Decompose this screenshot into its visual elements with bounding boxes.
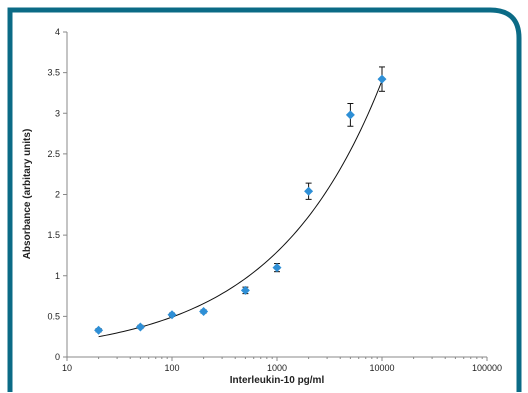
data-point [345, 110, 355, 120]
data-markers [94, 74, 387, 335]
data-point [94, 325, 104, 335]
y-tick-label: 4 [55, 27, 60, 37]
y-tick-label: 0.5 [47, 311, 60, 321]
data-point [135, 322, 145, 332]
y-tick-label: 1.5 [47, 230, 60, 240]
y-tick-label: 1 [55, 271, 60, 281]
data-point [167, 310, 177, 320]
x-axis-title: Interleukin-10 pg/ml [230, 375, 325, 386]
y-tick-label: 2.5 [47, 149, 60, 159]
data-point [377, 74, 387, 84]
x-tick-label: 1000 [267, 363, 287, 373]
y-ticks: 0 0.5 1 1.5 2 2.5 3 3.5 4 [47, 27, 67, 362]
trendline-layer [98, 80, 383, 338]
y-tick-label: 2 [55, 190, 60, 200]
x-tick-label: 100 [164, 363, 179, 373]
y-axis-title: Absorbance (arbitary units) [22, 129, 33, 260]
y-tick-label: 3 [55, 108, 60, 118]
frame-border [7, 7, 522, 392]
error-bars [95, 66, 385, 333]
data-point [240, 285, 250, 295]
x-tick-label: 10000 [369, 363, 394, 373]
y-tick-label: 3.5 [47, 68, 60, 78]
axes [66, 32, 487, 358]
data-point [272, 263, 282, 273]
x-tick-label: 100000 [472, 363, 502, 373]
x-tick-label: 10 [62, 363, 72, 373]
trendline [98, 80, 383, 338]
data-point [199, 307, 209, 316]
y-tick-label: 0 [55, 352, 60, 362]
data-point [304, 186, 314, 196]
x-ticks: 10 100 1000 10000 100000 [62, 357, 502, 373]
